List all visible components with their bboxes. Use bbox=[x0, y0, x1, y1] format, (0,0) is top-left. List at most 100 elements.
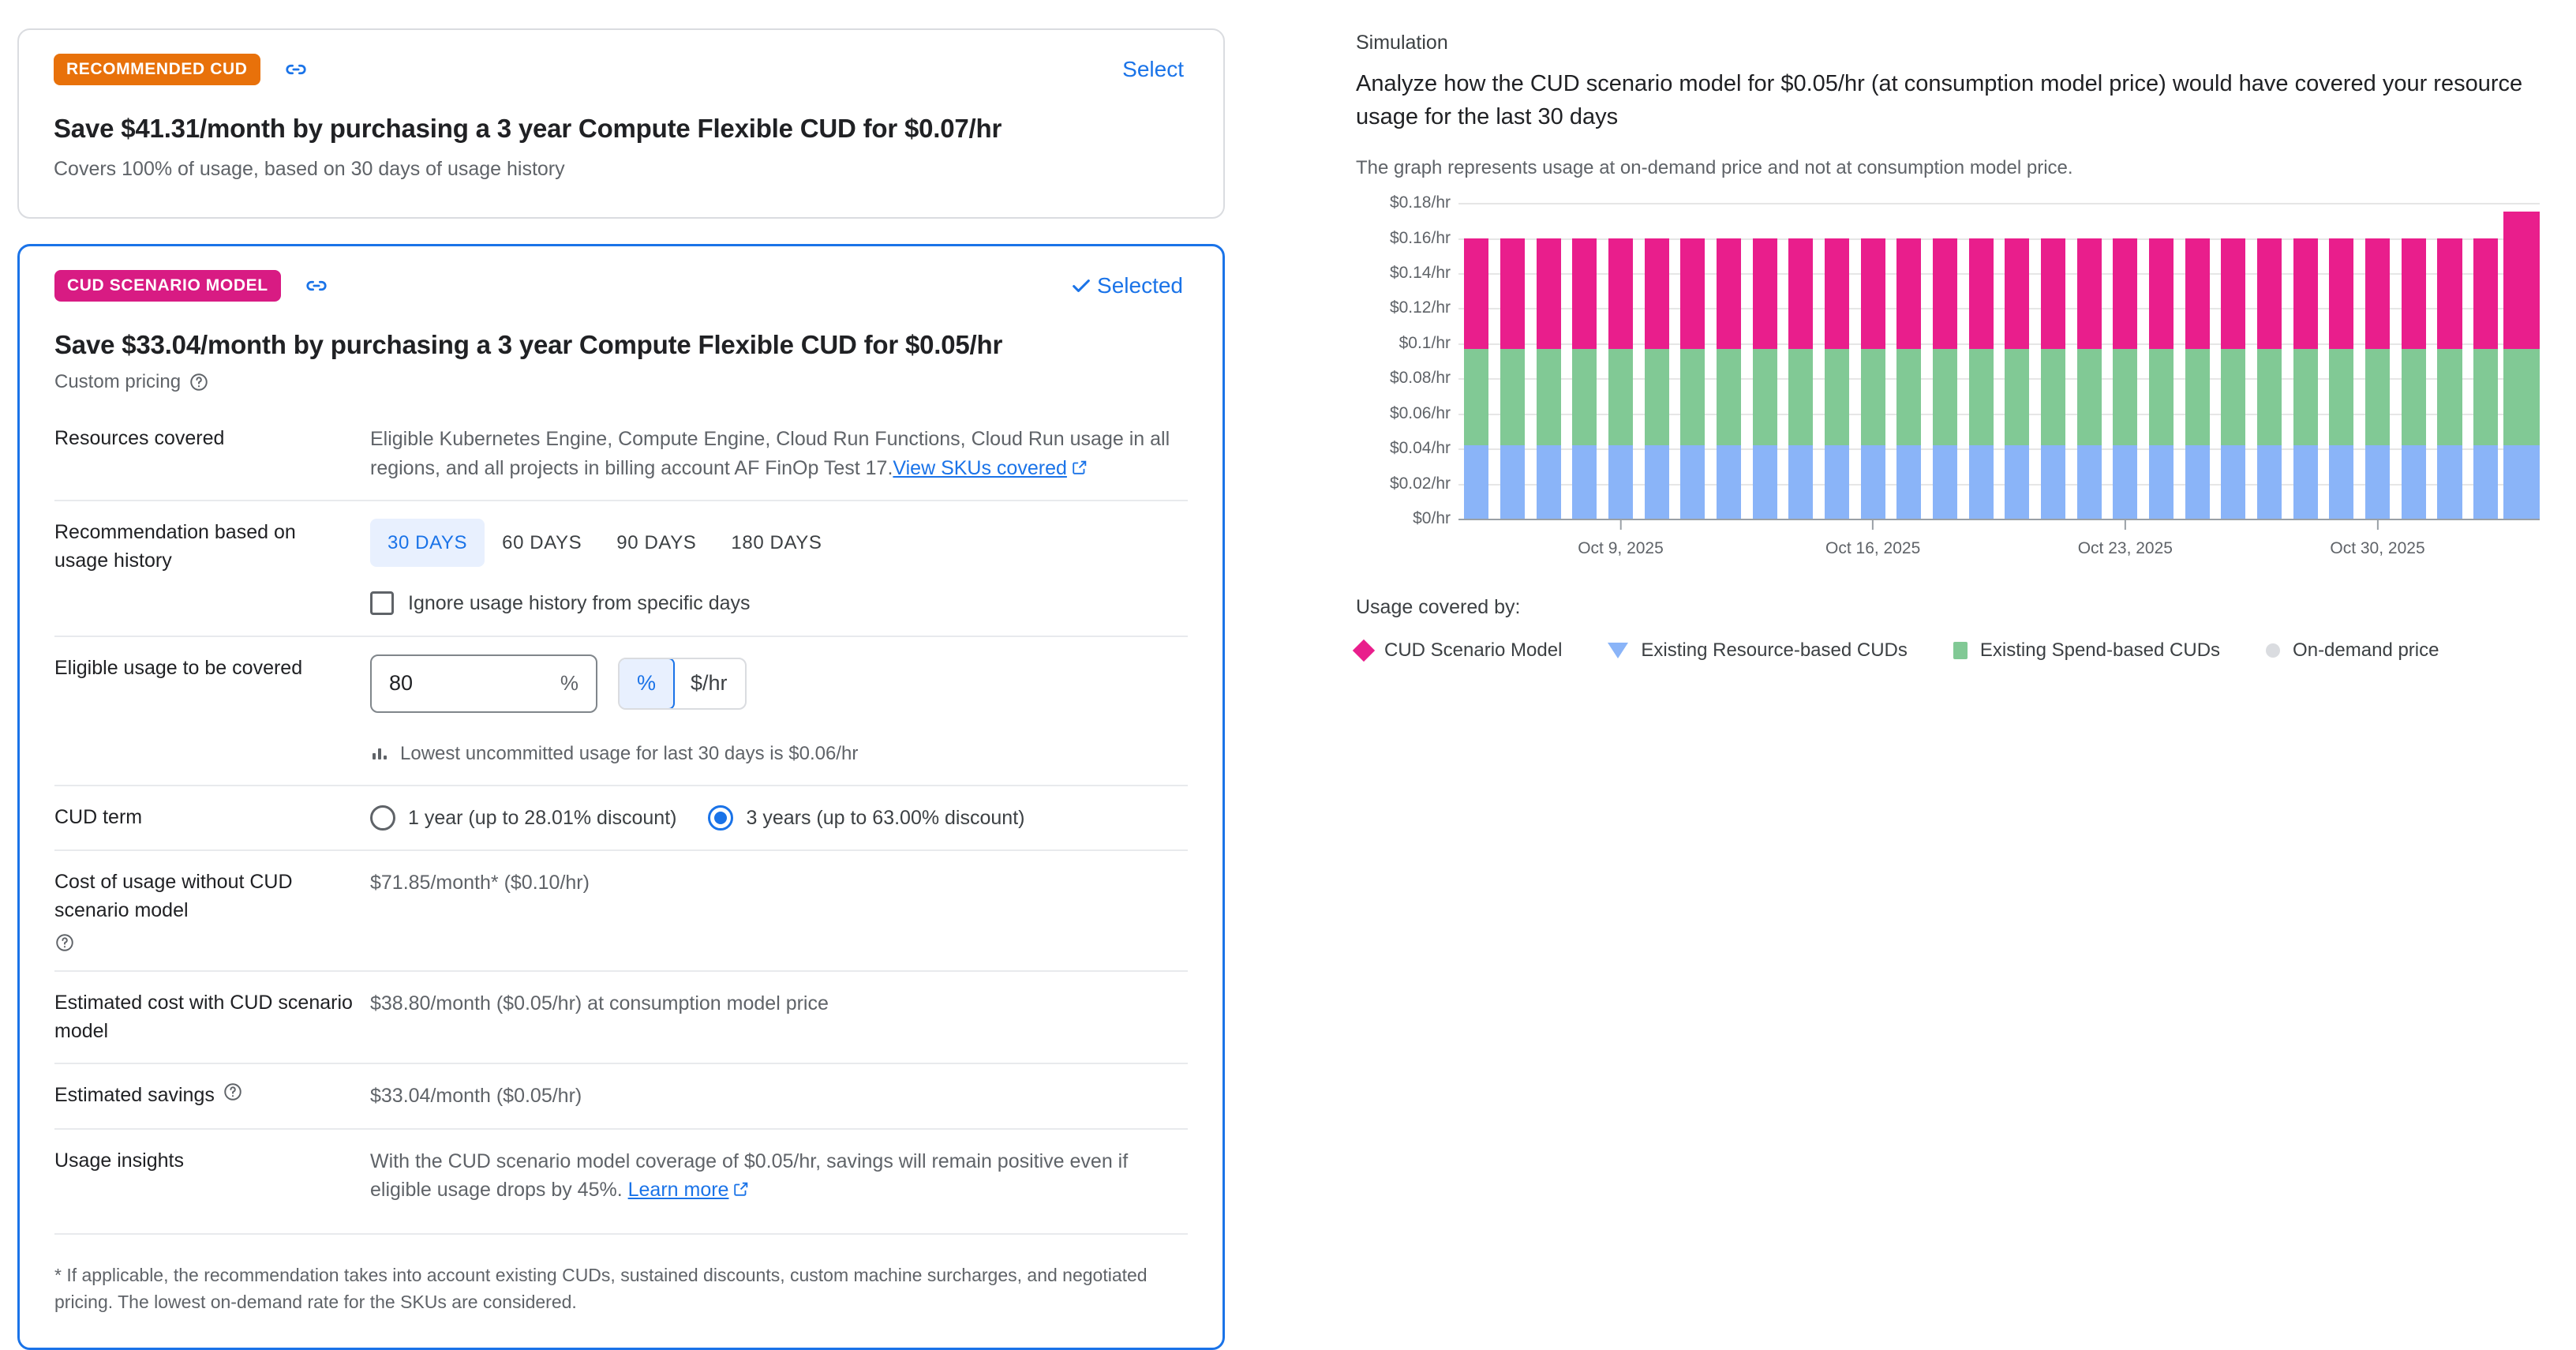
bar-slot[interactable] bbox=[1458, 203, 1495, 519]
bar-slot[interactable] bbox=[1603, 203, 1639, 519]
bar-segment bbox=[1644, 238, 1669, 349]
stacked-bar[interactable] bbox=[2437, 238, 2462, 519]
bar-slot[interactable] bbox=[2287, 203, 2323, 519]
bar-slot[interactable] bbox=[1855, 203, 1891, 519]
selected-button[interactable]: Selected bbox=[1070, 273, 1188, 298]
toggle-percent[interactable]: % bbox=[619, 658, 676, 708]
bar-slot[interactable] bbox=[2323, 203, 2360, 519]
toggle-dollar-per-hour[interactable]: $/hr bbox=[691, 670, 728, 695]
bar-slot[interactable] bbox=[2179, 203, 2215, 519]
bar-slot[interactable] bbox=[1711, 203, 1747, 519]
radio-button[interactable] bbox=[708, 804, 734, 831]
stacked-bar[interactable] bbox=[2257, 238, 2282, 519]
stacked-bar[interactable] bbox=[2076, 238, 2102, 519]
stacked-bar[interactable] bbox=[1752, 238, 1777, 519]
bar-slot[interactable] bbox=[1495, 203, 1531, 519]
bar-slot[interactable] bbox=[1927, 203, 1964, 519]
stacked-bar[interactable] bbox=[2185, 238, 2210, 519]
stacked-bar[interactable] bbox=[2113, 238, 2138, 519]
stacked-bar[interactable] bbox=[1464, 238, 1489, 519]
square-icon bbox=[1953, 642, 1968, 660]
bar-slot[interactable] bbox=[2503, 203, 2540, 519]
legend-label: On-demand price bbox=[2293, 639, 2439, 662]
link-icon[interactable] bbox=[284, 58, 308, 81]
learn-more-link[interactable]: Learn more bbox=[627, 1179, 729, 1202]
unit-toggle-group[interactable]: % $/hr bbox=[618, 657, 747, 710]
stacked-bar[interactable] bbox=[1825, 238, 1850, 519]
bar-slot[interactable] bbox=[1819, 203, 1855, 519]
bar-slot[interactable] bbox=[1638, 203, 1675, 519]
tab-30-days[interactable]: 30 DAYS bbox=[370, 519, 485, 568]
eligible-usage-input[interactable]: 80 % bbox=[370, 654, 597, 713]
bar-slot[interactable] bbox=[2144, 203, 2180, 519]
stacked-bar[interactable] bbox=[2221, 238, 2246, 519]
bar-slot[interactable] bbox=[2468, 203, 2504, 519]
recommended-card-subtitle: Covers 100% of usage, based on 30 days o… bbox=[54, 158, 565, 180]
stacked-bar[interactable] bbox=[1933, 238, 1958, 519]
ignore-usage-history-row[interactable]: Ignore usage history from specific days bbox=[370, 589, 1188, 618]
stacked-bar[interactable] bbox=[2365, 238, 2391, 519]
x-axis-tick: Oct 30, 2025 bbox=[2330, 519, 2425, 558]
view-skus-covered-link[interactable]: View SKUs covered bbox=[893, 456, 1067, 479]
legend-item[interactable]: Existing Spend-based CUDs bbox=[1953, 639, 2220, 662]
radio-1-year[interactable]: 1 year (up to 28.01% discount) bbox=[370, 804, 676, 833]
bar-slot[interactable] bbox=[1530, 203, 1567, 519]
stacked-bar[interactable] bbox=[1572, 238, 1597, 519]
stacked-bar[interactable] bbox=[1968, 238, 1994, 519]
stacked-bar[interactable] bbox=[2149, 238, 2174, 519]
ignore-usage-history-checkbox[interactable] bbox=[370, 591, 394, 616]
bar-slot[interactable] bbox=[1999, 203, 2035, 519]
tab-180-days[interactable]: 180 DAYS bbox=[731, 532, 822, 553]
legend-label: CUD Scenario Model bbox=[1384, 639, 1563, 662]
bar-slot[interactable] bbox=[2035, 203, 2072, 519]
bar-slot[interactable] bbox=[2432, 203, 2468, 519]
usage-history-segmented-control[interactable]: 30 DAYS 60 DAYS 90 DAYS 180 DAYS bbox=[370, 519, 1188, 568]
stacked-bar[interactable] bbox=[2041, 238, 2066, 519]
bar-slot[interactable] bbox=[1963, 203, 1999, 519]
stacked-bar[interactable] bbox=[1788, 238, 1814, 519]
bar-segment bbox=[2473, 444, 2499, 519]
stacked-bar[interactable] bbox=[1860, 238, 1885, 519]
help-icon[interactable] bbox=[223, 1082, 243, 1102]
stacked-bar[interactable] bbox=[1896, 238, 1922, 519]
stacked-bar[interactable] bbox=[2293, 238, 2318, 519]
legend-item[interactable]: On-demand price bbox=[2266, 639, 2439, 662]
tab-90-days[interactable]: 90 DAYS bbox=[616, 532, 697, 553]
bar-slot[interactable] bbox=[2107, 203, 2144, 519]
link-icon[interactable] bbox=[305, 274, 328, 298]
stacked-bar[interactable] bbox=[2503, 212, 2540, 519]
select-button[interactable]: Select bbox=[1122, 57, 1184, 81]
legend-item[interactable]: Existing Resource-based CUDs bbox=[1608, 639, 1908, 662]
bar-slot[interactable] bbox=[1747, 203, 1783, 519]
tab-60-days[interactable]: 60 DAYS bbox=[502, 532, 582, 553]
stacked-bar[interactable] bbox=[2473, 238, 2499, 519]
stacked-bar[interactable] bbox=[2005, 238, 2030, 519]
bar-slot[interactable] bbox=[1567, 203, 1603, 519]
bar-slot[interactable] bbox=[1891, 203, 1927, 519]
legend-item[interactable]: CUD Scenario Model bbox=[1352, 639, 1563, 662]
radio-button[interactable] bbox=[370, 804, 395, 831]
stacked-bar[interactable] bbox=[2401, 238, 2426, 519]
stacked-bar[interactable] bbox=[2329, 238, 2354, 519]
bar-slot[interactable] bbox=[1783, 203, 1819, 519]
radio-label: 3 years (up to 63.00% discount) bbox=[746, 806, 1025, 829]
stacked-bar[interactable] bbox=[1644, 238, 1669, 519]
cud-term-radio-group[interactable]: 1 year (up to 28.01% discount) 3 years (… bbox=[370, 804, 1188, 833]
stacked-bar[interactable] bbox=[1536, 238, 1561, 519]
stacked-bar[interactable] bbox=[1500, 238, 1526, 519]
stacked-bar[interactable] bbox=[1608, 238, 1634, 519]
bar-slot[interactable] bbox=[2360, 203, 2396, 519]
bar-slot[interactable] bbox=[2071, 203, 2107, 519]
bar-slot[interactable] bbox=[2252, 203, 2288, 519]
stacked-bar[interactable] bbox=[1680, 238, 1705, 519]
help-icon[interactable] bbox=[54, 932, 75, 953]
stacked-bar[interactable] bbox=[1717, 238, 1742, 519]
help-icon[interactable] bbox=[189, 372, 209, 392]
recommended-cud-card[interactable]: RECOMMENDED CUD Select Save $41.31/month… bbox=[17, 28, 1225, 219]
bar-segment bbox=[1896, 238, 1922, 349]
bar-slot[interactable] bbox=[2395, 203, 2432, 519]
radio-3-years[interactable]: 3 years (up to 63.00% discount) bbox=[708, 804, 1024, 833]
bar-slot[interactable] bbox=[1675, 203, 1711, 519]
bar-slot[interactable] bbox=[2215, 203, 2252, 519]
cud-scenario-model-card[interactable]: CUD SCENARIO MODEL Selected Save $33.04/… bbox=[17, 244, 1225, 1350]
